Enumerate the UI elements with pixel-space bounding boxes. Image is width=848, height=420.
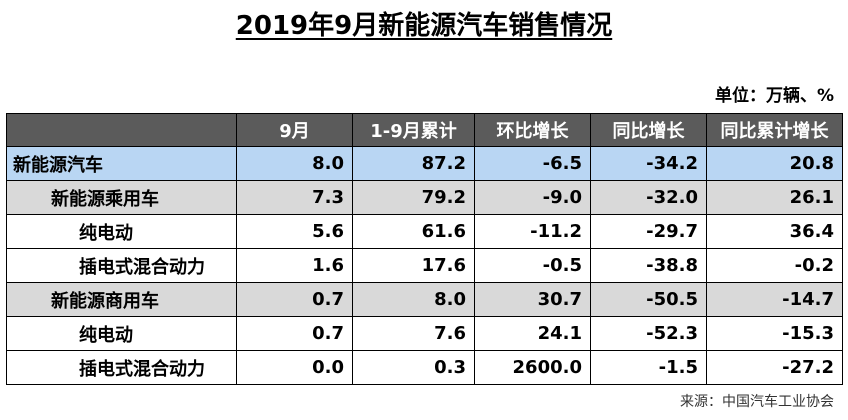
table-row: 新能源商用车 0.7 8.0 30.7 -50.5 -14.7	[6, 282, 843, 317]
value-cell: -38.8	[590, 248, 707, 283]
value-cell: 5.6	[236, 214, 353, 249]
table-row: 新能源汽车 8.0 87.2 -6.5 -34.2 20.8	[6, 146, 843, 181]
value-cell: 26.1	[706, 180, 843, 215]
sales-table: 9月 1-9月累计 环比增长 同比增长 同比累计增长 新能源汽车 8.0 87.2-…	[6, 113, 843, 385]
value-cell: 30.7	[474, 282, 591, 317]
header-cell-september: 9月	[236, 113, 353, 147]
value-cell: -6.5	[474, 146, 591, 181]
value-cell: 0.3	[352, 350, 475, 385]
value-cell: -11.2	[474, 214, 591, 249]
table-row: 插电式混合动力 0.0 0.3 2600.0 -1.5 -27.2	[6, 350, 843, 385]
value-cell: -15.3	[706, 316, 843, 351]
header-cell-name	[6, 113, 237, 147]
value-cell: 61.6	[352, 214, 475, 249]
row-label: 新能源乘用车	[6, 180, 237, 215]
header-row: 9月 1-9月累计 环比增长 同比增长 同比累计增长	[6, 113, 843, 147]
header-cell-mom-growth: 环比增长	[474, 113, 591, 147]
value-cell: 0.0	[236, 350, 353, 385]
value-cell: 2600.0	[474, 350, 591, 385]
value-cell: -52.3	[590, 316, 707, 351]
value-cell: 17.6	[352, 248, 475, 283]
value-cell: -32.0	[590, 180, 707, 215]
header-cell-yoy-cumulative-growth: 同比累计增长	[706, 113, 843, 147]
value-cell: 24.1	[474, 316, 591, 351]
value-cell: -0.5	[474, 248, 591, 283]
value-cell: -1.5	[590, 350, 707, 385]
header-cell-cumulative: 1-9月累计	[352, 113, 475, 147]
value-cell: 8.0	[352, 282, 475, 317]
row-label: 插电式混合动力	[6, 350, 237, 385]
value-cell: 0.7	[236, 316, 353, 351]
value-cell: 8.0	[236, 146, 353, 181]
table-row: 纯电动 5.6 61.6 -11.2 -29.7 36.4	[6, 214, 843, 249]
unit-label: 单位：万辆、%	[714, 86, 834, 106]
row-label: 插电式混合动力	[6, 248, 237, 283]
source-note: 来源：中国汽车工业协会	[680, 394, 834, 410]
header-cell-yoy-growth: 同比增长	[590, 113, 707, 147]
value-cell: 79.2	[352, 180, 475, 215]
row-label: 纯电动	[6, 214, 237, 249]
value-cell: -9.0	[474, 180, 591, 215]
page-title: 2019年9月新能源汽车销售情况	[0, 8, 848, 44]
value-cell: 87.2	[352, 146, 475, 181]
value-cell: 1.6	[236, 248, 353, 283]
value-cell: -50.5	[590, 282, 707, 317]
value-cell: -29.7	[590, 214, 707, 249]
value-cell: 20.8	[706, 146, 843, 181]
title-text: 2019年9月新能源汽车销售情况	[235, 11, 613, 41]
value-cell: -34.2	[590, 146, 707, 181]
row-label: 新能源商用车	[6, 282, 237, 317]
value-cell: -27.2	[706, 350, 843, 385]
table-body: 新能源汽车 8.0 87.2 -6.5 -34.2 20.8 新能源乘用车 7.3 79.2 -9…	[6, 146, 843, 385]
row-label: 新能源汽车	[6, 146, 237, 181]
row-label: 纯电动	[6, 316, 237, 351]
value-cell: 7.3	[236, 180, 353, 215]
value-cell: -0.2	[706, 248, 843, 283]
value-cell: 0.7	[236, 282, 353, 317]
table-row: 新能源乘用车 7.3 79.2 -9.0 -32.0 26.1	[6, 180, 843, 215]
value-cell: 36.4	[706, 214, 843, 249]
table-row: 纯电动 0.7 7.6 24.1 -52.3 -15.3	[6, 316, 843, 351]
value-cell: -14.7	[706, 282, 843, 317]
table-header: 9月 1-9月累计 环比增长 同比增长 同比累计增长	[6, 113, 843, 147]
table-row: 插电式混合动力 1.6 17.6 -0.5 -38.8 -0.2	[6, 248, 843, 283]
value-cell: 7.6	[352, 316, 475, 351]
